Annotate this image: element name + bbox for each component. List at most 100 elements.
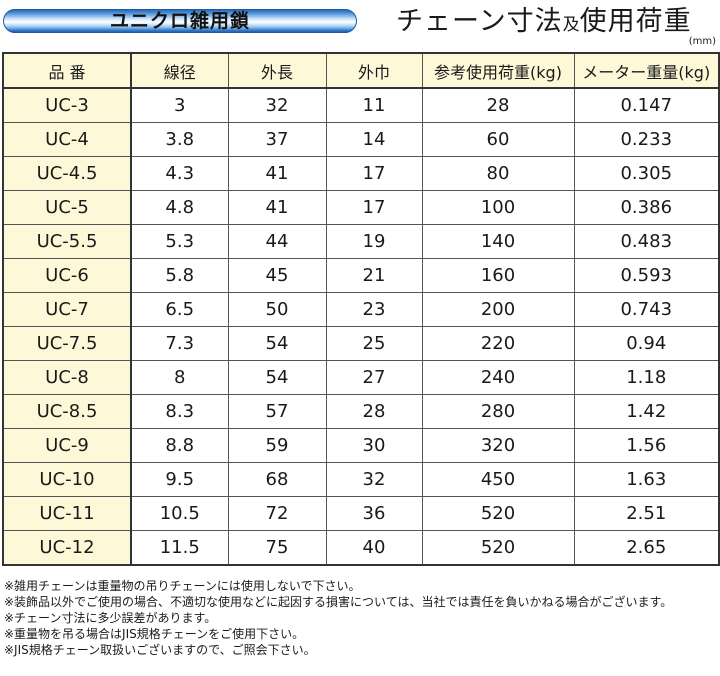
cell-wire-diameter: 6.5: [130, 292, 229, 327]
cell-model: UC-3: [2, 87, 132, 123]
col-header-outer-length: 外長: [227, 52, 327, 89]
cell-outer-width: 21: [325, 258, 423, 293]
cell-outer-width: 17: [325, 190, 423, 225]
title-connector: 及: [562, 15, 580, 35]
cell-outer-width: 27: [325, 360, 423, 395]
cell-outer-length: 45: [227, 258, 327, 293]
cell-outer-length: 41: [227, 190, 327, 225]
cell-wire-diameter: 3: [130, 87, 229, 123]
cell-outer-width: 32: [325, 462, 423, 497]
cell-working-load: 160: [421, 258, 575, 293]
table-row: UC-4 3.8 37 14 60 0.233: [2, 122, 720, 157]
cell-outer-width: 28: [325, 394, 423, 429]
col-header-weight-per-meter: メーター重量(kg): [573, 52, 720, 89]
cell-weight-per-meter: 0.743: [573, 292, 720, 327]
cell-wire-diameter: 5.3: [130, 224, 229, 259]
table-body: UC-3 3 32 11 28 0.147 UC-4 3.8 37 14 60 0.233 UC-4.5…: [2, 87, 720, 566]
table-row: UC-8.5 8.3 57 28 280 1.42: [2, 394, 720, 429]
cell-model: UC-7.5: [2, 326, 132, 361]
cell-wire-diameter: 8: [130, 360, 229, 395]
footnote: ※装飾品以外でご使用の場合、不適切な使用などに起因する損害については、当社では責…: [4, 595, 673, 609]
table-row: UC-10 9.5 68 32 450 1.63: [2, 462, 720, 497]
col-header-wire-diameter: 線径: [130, 52, 229, 89]
cell-outer-width: 11: [325, 87, 423, 123]
cell-outer-length: 59: [227, 428, 327, 463]
cell-wire-diameter: 5.8: [130, 258, 229, 293]
cell-working-load: 100: [421, 190, 575, 225]
cell-outer-length: 41: [227, 156, 327, 191]
col-header-working-load: 参考使用荷重(kg): [421, 52, 575, 89]
cell-weight-per-meter: 0.593: [573, 258, 720, 293]
cell-weight-per-meter: 1.56: [573, 428, 720, 463]
cell-wire-diameter: 4.8: [130, 190, 229, 225]
unit-label: (mm): [688, 36, 716, 47]
cell-outer-length: 68: [227, 462, 327, 497]
cell-working-load: 240: [421, 360, 575, 395]
cell-outer-length: 44: [227, 224, 327, 259]
cell-outer-length: 57: [227, 394, 327, 429]
page-title: チェーン寸法及使用荷重: [396, 6, 692, 41]
cell-outer-length: 72: [227, 496, 327, 531]
table-header-row: 品 番 線径 外長 外巾 参考使用荷重(kg) メーター重量(kg): [2, 52, 720, 89]
table-row: UC-3 3 32 11 28 0.147: [2, 87, 720, 123]
banner-label: ユニクロ雑用鎖: [109, 10, 250, 32]
table-row: UC-12 11.5 75 40 520 2.65: [2, 530, 720, 566]
cell-outer-width: 30: [325, 428, 423, 463]
cell-working-load: 450: [421, 462, 575, 497]
header: ユニクロ雑用鎖 チェーン寸法及使用荷重 (mm): [0, 0, 720, 50]
cell-wire-diameter: 7.3: [130, 326, 229, 361]
table-row: UC-9 8.8 59 30 320 1.56: [2, 428, 720, 463]
table-row: UC-7.5 7.3 54 25 220 0.94: [2, 326, 720, 361]
cell-wire-diameter: 11.5: [130, 530, 229, 566]
cell-weight-per-meter: 0.305: [573, 156, 720, 191]
cell-working-load: 60: [421, 122, 575, 157]
cell-wire-diameter: 3.8: [130, 122, 229, 157]
cell-working-load: 520: [421, 496, 575, 531]
footnotes: ※雑用チェーンは重量物の吊りチェーンには使用しないで下さい。 ※装飾品以外でご使用…: [4, 578, 672, 658]
cell-working-load: 28: [421, 87, 575, 123]
cell-outer-width: 19: [325, 224, 423, 259]
table-row: UC-5 4.8 41 17 100 0.386: [2, 190, 720, 225]
cell-model: UC-5.5: [2, 224, 132, 259]
title-part1: チェーン寸法: [396, 6, 563, 37]
cell-model: UC-8.5: [2, 394, 132, 429]
col-header-outer-width: 外巾: [325, 52, 423, 89]
cell-working-load: 80: [421, 156, 575, 191]
table-row: UC-8 8 54 27 240 1.18: [2, 360, 720, 395]
table-row: UC-11 10.5 72 36 520 2.51: [2, 496, 720, 531]
footnote: ※重量物を吊る場合はJIS規格チェーンをご使用下さい。: [4, 627, 305, 641]
cell-outer-length: 54: [227, 326, 327, 361]
cell-outer-width: 40: [325, 530, 423, 566]
cell-outer-length: 75: [227, 530, 327, 566]
cell-outer-width: 23: [325, 292, 423, 327]
cell-working-load: 520: [421, 530, 575, 566]
cell-weight-per-meter: 1.42: [573, 394, 720, 429]
cell-weight-per-meter: 1.18: [573, 360, 720, 395]
cell-working-load: 320: [421, 428, 575, 463]
title-part2: 使用荷重: [579, 6, 692, 37]
cell-weight-per-meter: 0.147: [573, 87, 720, 123]
cell-outer-length: 54: [227, 360, 327, 395]
cell-outer-width: 36: [325, 496, 423, 531]
cell-model: UC-7: [2, 292, 132, 327]
cell-weight-per-meter: 0.233: [573, 122, 720, 157]
cell-wire-diameter: 8.3: [130, 394, 229, 429]
cell-weight-per-meter: 0.483: [573, 224, 720, 259]
cell-working-load: 220: [421, 326, 575, 361]
footnote: ※雑用チェーンは重量物の吊りチェーンには使用しないで下さい。: [4, 579, 361, 593]
cell-outer-width: 14: [325, 122, 423, 157]
cell-working-load: 200: [421, 292, 575, 327]
cell-model: UC-9: [2, 428, 132, 463]
cell-weight-per-meter: 1.63: [573, 462, 720, 497]
cell-outer-width: 17: [325, 156, 423, 191]
cell-working-load: 280: [421, 394, 575, 429]
cell-model: UC-6: [2, 258, 132, 293]
footnote: ※JIS規格チェーン取扱いございますので、ご照会下さい。: [4, 643, 316, 657]
footnote: ※チェーン寸法に多少誤差があります。: [4, 611, 217, 625]
cell-model: UC-12: [2, 530, 132, 566]
cell-working-load: 140: [421, 224, 575, 259]
cell-wire-diameter: 4.3: [130, 156, 229, 191]
table-row: UC-6 5.8 45 21 160 0.593: [2, 258, 720, 293]
cell-model: UC-5: [2, 190, 132, 225]
cell-model: UC-11: [2, 496, 132, 531]
